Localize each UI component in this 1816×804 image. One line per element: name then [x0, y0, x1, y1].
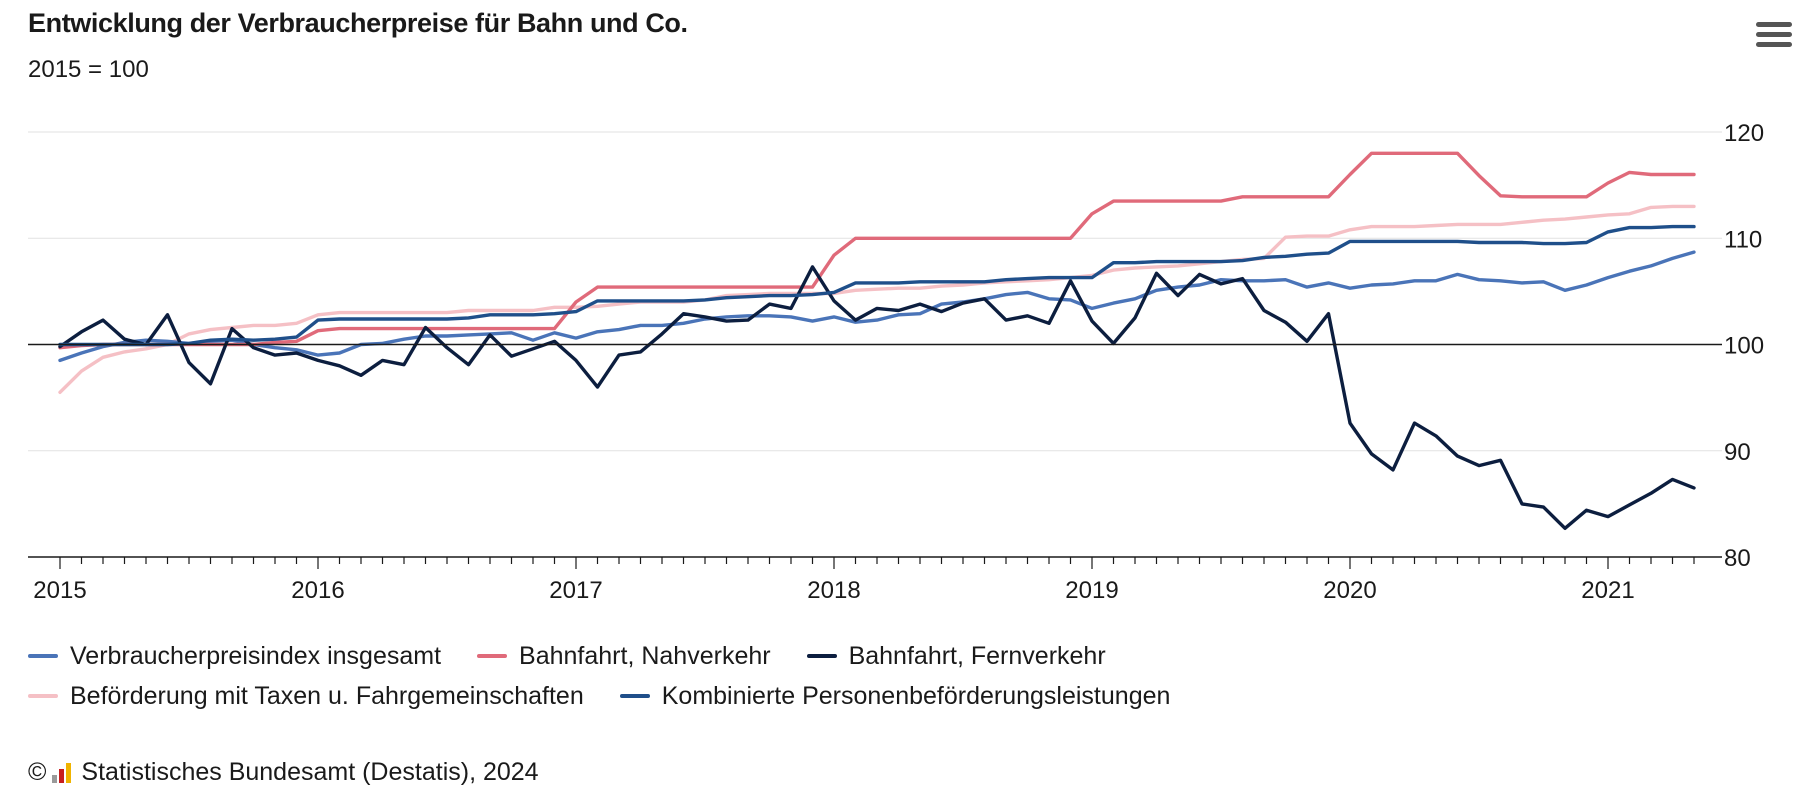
legend-label: Kombinierte Personenbeförderungsleistung… [661, 681, 1171, 710]
y-tick-label: 120 [1724, 120, 1764, 147]
legend-swatch [28, 654, 58, 658]
y-tick-label: 110 [1724, 226, 1762, 253]
chart-legend: Verbraucherpreisindex insgesamt Bahnfahr… [28, 636, 1528, 716]
legend-row-2: Beförderung mit Taxen u. Fahrgemeinschaf… [28, 676, 1528, 716]
chart-title: Entwicklung der Verbraucherpreise für Ba… [28, 8, 688, 38]
legend-swatch [619, 694, 650, 698]
x-tick-label: 2018 [807, 577, 860, 604]
y-tick-label: 90 [1724, 439, 1751, 466]
legend-item-kombinierte[interactable]: Kombinierte Personenbeförderungsleistung… [619, 681, 1171, 711]
series-line [58, 250, 1696, 363]
legend-item-bahn-fernverkehr[interactable]: Bahnfahrt, Fernverkehr [806, 641, 1106, 671]
legend-swatch [806, 654, 837, 658]
series-line [58, 151, 1696, 350]
x-tick-label: 2020 [1323, 577, 1376, 604]
line-chart: 80 90 100 110 120 2015 2016 2017 2018 2019 2020 202… [28, 120, 1764, 604]
copyright-symbol: © [28, 758, 47, 786]
x-tick-label: 2019 [1065, 577, 1118, 604]
hamburger-menu-icon[interactable] [1756, 22, 1792, 52]
y-tick-label: 100 [1724, 333, 1764, 360]
x-tick-label: 2021 [1581, 577, 1634, 604]
legend-row-1: Verbraucherpreisindex insgesamt Bahnfahr… [28, 636, 1528, 676]
legend-item-bahn-nahverkehr[interactable]: Bahnfahrt, Nahverkehr [477, 642, 771, 671]
x-tick-label: 2016 [291, 577, 344, 604]
destatis-logo-icon [52, 762, 73, 783]
source-credit: © Statistisches Bundesamt (Destatis), 20… [28, 758, 539, 787]
legend-label: Bahnfahrt, Nahverkehr [519, 641, 771, 670]
legend-label: Verbraucherpreisindex insgesamt [70, 641, 442, 670]
x-tick-label: 2017 [549, 577, 602, 604]
source-text: Statistisches Bundesamt (Destatis), 2024 [81, 758, 539, 786]
legend-label: Beförderung mit Taxen u. Fahrgemeinschaf… [70, 681, 584, 710]
legend-item-verbraucherpreisindex[interactable]: Verbraucherpreisindex insgesamt [28, 642, 441, 671]
series-line [58, 204, 1696, 394]
x-tick-label: 2015 [33, 577, 86, 604]
y-tick-label: 80 [1724, 545, 1751, 572]
legend-swatch [28, 694, 58, 698]
legend-item-taxen[interactable]: Beförderung mit Taxen u. Fahrgemeinschaf… [28, 682, 584, 711]
chart-subtitle: 2015 = 100 [28, 56, 149, 83]
series-line [58, 224, 1696, 347]
legend-label: Bahnfahrt, Fernverkehr [848, 641, 1106, 670]
legend-swatch [477, 654, 508, 658]
series-line [58, 265, 1696, 530]
